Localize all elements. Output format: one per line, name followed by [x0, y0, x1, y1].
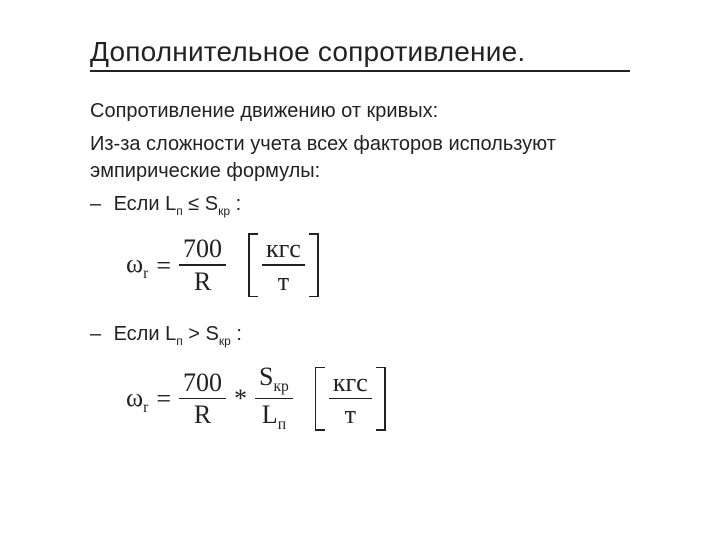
f1-den: R: [190, 268, 215, 295]
dash-icon: –: [90, 191, 108, 218]
f1-lhs-sub: r: [143, 265, 148, 282]
f2-lhs-base: ω: [126, 383, 143, 412]
f2-den2: Lп: [258, 401, 290, 434]
title-underline: [90, 70, 630, 72]
dash-icon: –: [90, 321, 108, 348]
cond2-suffix: :: [231, 323, 242, 345]
f1-unit-num: кгс: [262, 235, 305, 262]
f1-eq: =: [156, 248, 171, 283]
formula-2: ωr = 700 R * Sкр Lп: [126, 363, 630, 434]
body: Сопротивление движению от кривых: Из-за …: [90, 98, 630, 434]
f2-unit-bracket: кгс т: [315, 367, 386, 431]
f2-mult: *: [234, 381, 247, 416]
f1-unit-den: т: [274, 268, 293, 295]
fraction-bar-icon: [179, 264, 226, 266]
f2-num2-base: S: [259, 362, 273, 391]
f2-num: 700: [179, 369, 226, 396]
cond1-suffix: :: [230, 193, 241, 215]
f1-num: 700: [179, 235, 226, 262]
f1-unit-bracket: кгс т: [248, 233, 319, 297]
f2-eq: =: [156, 381, 171, 416]
bracket-left-icon: [248, 233, 258, 297]
cond2-rel: > S: [183, 323, 219, 345]
f2-unit-den: т: [341, 401, 360, 428]
bracket-left-icon: [315, 367, 325, 431]
cond2-prefix: Если L: [114, 323, 177, 345]
cond1-sub2: кр: [218, 204, 230, 218]
fraction-bar-icon: [255, 398, 293, 400]
fraction-bar-icon: [262, 264, 305, 266]
f2-fraction-1: 700 R: [179, 369, 226, 429]
f2-unit-fraction: кгс т: [329, 369, 372, 429]
paragraph-line-1: Сопротивление движению от кривых:: [90, 98, 630, 125]
f2-lhs: ωr: [126, 380, 148, 418]
bracket-right-icon: [309, 233, 319, 297]
f1-lhs-base: ω: [126, 249, 143, 278]
slide: Дополнительное сопротивление. Сопротивле…: [0, 0, 720, 540]
condition-2: – Если Lп > Sкр :: [90, 321, 630, 349]
f2-lhs-sub: r: [143, 399, 148, 416]
f2-num2: Sкр: [255, 363, 293, 396]
f1-fraction: 700 R: [179, 235, 226, 295]
formula-1: ωr = 700 R кгс т: [126, 233, 630, 297]
f1-unit-fraction: кгс т: [262, 235, 305, 295]
bracket-right-icon: [376, 367, 386, 431]
page-title: Дополнительное сопротивление.: [90, 36, 630, 68]
f2-den2-base: L: [262, 400, 278, 429]
fraction-bar-icon: [329, 398, 372, 400]
f2-den: R: [190, 401, 215, 428]
paragraph-line-2: Из-за сложности учета всех факторов испо…: [90, 131, 630, 185]
fraction-bar-icon: [179, 398, 226, 400]
condition-1: – Если Lп ≤ Sкр :: [90, 191, 630, 219]
f2-unit-num: кгс: [329, 369, 372, 396]
cond1-rel: ≤ S: [183, 193, 218, 215]
cond2-sub2: кр: [219, 334, 231, 348]
f1-lhs: ωr: [126, 246, 148, 284]
f2-den2-sub: п: [278, 417, 286, 434]
f2-num2-sub: кр: [273, 379, 288, 396]
cond1-prefix: Если L: [114, 193, 177, 215]
f2-fraction-2: Sкр Lп: [255, 363, 293, 434]
